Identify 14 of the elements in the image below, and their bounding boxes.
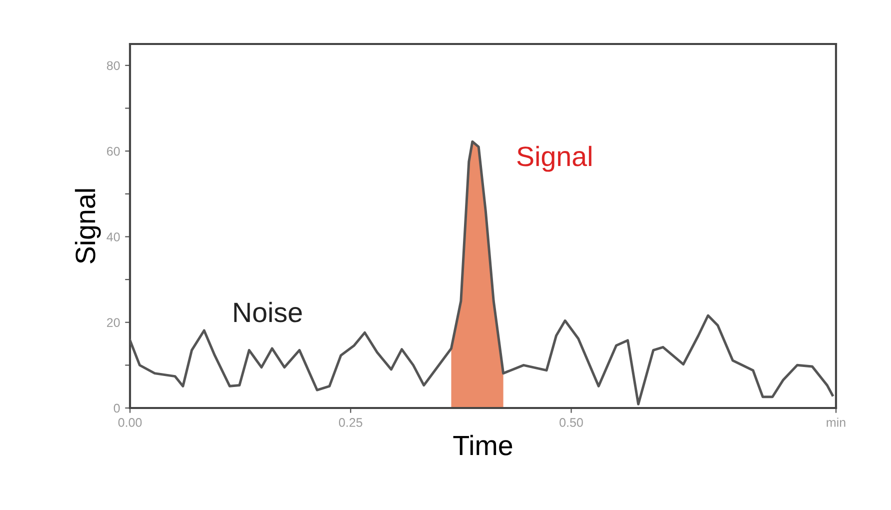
y-tick-label: 0 <box>114 404 120 413</box>
x-tick-label: 0.00 <box>118 418 142 427</box>
x-axis-title: Time <box>453 434 512 456</box>
y-tick-label: 40 <box>106 232 120 242</box>
x-tick-label: 0.25 <box>338 418 362 427</box>
y-axis-title: Signal <box>74 189 101 264</box>
line-series <box>130 140 834 406</box>
annotation: Signal <box>517 146 592 172</box>
y-tick-label: 80 <box>106 61 120 70</box>
annotation: Noise <box>234 302 302 322</box>
x-tick-label: min <box>826 418 846 427</box>
y-tick-label: 20 <box>107 318 120 328</box>
x-tick-label: 0.50 <box>560 418 583 427</box>
y-tick-label: 60 <box>107 146 120 156</box>
